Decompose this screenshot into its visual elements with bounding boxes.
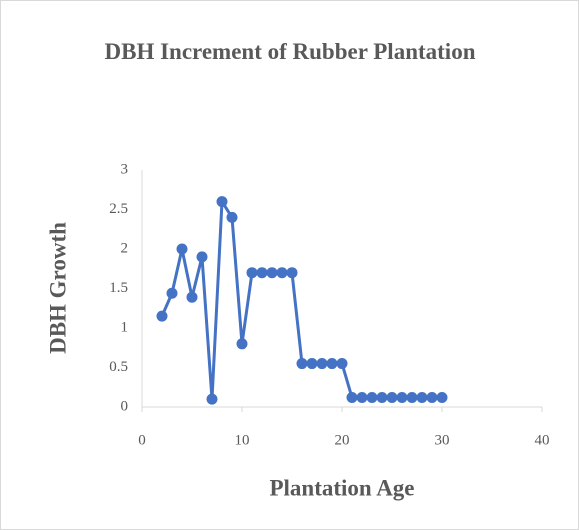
point	[256, 267, 268, 279]
point	[286, 267, 298, 279]
point	[316, 358, 328, 370]
point	[416, 392, 428, 404]
x-tick-label: 40	[535, 432, 550, 448]
point	[336, 358, 348, 370]
point	[276, 267, 288, 279]
point	[436, 392, 448, 404]
point	[296, 358, 308, 370]
y-tick-label: 2	[121, 240, 129, 256]
point	[166, 287, 178, 299]
point	[176, 243, 188, 255]
series-line	[160, 196, 442, 400]
y-tick-label: 0.5	[109, 359, 128, 375]
point	[236, 338, 248, 350]
x-tick-label: 0	[138, 432, 146, 448]
point	[226, 211, 238, 223]
point	[366, 392, 378, 404]
x-tick-label: 20	[335, 432, 350, 448]
point	[426, 392, 438, 404]
point	[376, 392, 388, 404]
point	[346, 392, 358, 404]
y-tick-label: 1.5	[109, 280, 128, 296]
y-tick-label: 0	[121, 398, 129, 414]
x-tick-label: 10	[235, 432, 250, 448]
point	[326, 358, 338, 370]
point	[306, 358, 318, 370]
point	[156, 310, 168, 322]
y-tick-label: 2.5	[109, 201, 128, 217]
y-axis-title: DBH Growth	[45, 222, 70, 354]
y-tick-label: 1	[121, 319, 129, 335]
x-axis-title: Plantation Age	[269, 475, 414, 500]
point	[246, 267, 258, 279]
point	[396, 392, 408, 404]
point	[216, 196, 228, 208]
point	[406, 392, 418, 404]
point	[266, 267, 278, 279]
point	[386, 392, 398, 404]
x-tick-label: 30	[435, 432, 450, 448]
point	[186, 291, 198, 303]
chart-title: DBH Increment of Rubber Plantation	[104, 39, 476, 64]
point	[356, 392, 368, 404]
y-tick-label: 3	[121, 161, 129, 177]
point	[196, 251, 208, 263]
point	[206, 393, 218, 405]
